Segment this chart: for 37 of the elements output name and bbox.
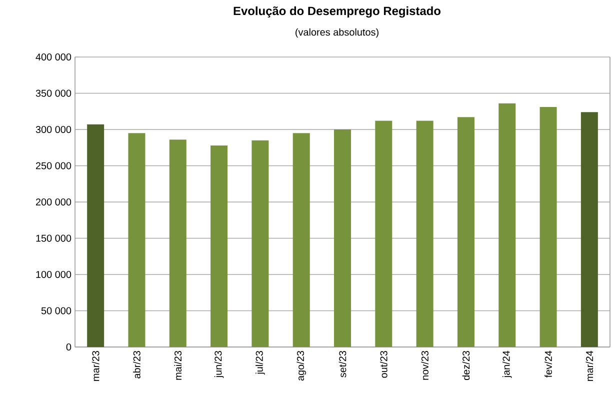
y-tick-label: 400 000 (36, 53, 72, 61)
bar (292, 133, 310, 347)
x-tick-label: mar/24 (586, 350, 594, 381)
y-tick-label: 300 000 (36, 126, 72, 134)
x-tick-label: mai/23 (174, 350, 182, 380)
chart-title: Evolução do Desemprego Registado (234, 6, 440, 18)
y-tick-label: 250 000 (36, 162, 72, 170)
y-tick-label: 150 000 (36, 234, 72, 242)
x-tick-label: jan/24 (502, 350, 512, 378)
bar (252, 140, 269, 347)
x-tick-label: ago/23 (296, 350, 306, 381)
x-tick-label: mar/23 (92, 350, 100, 381)
bar (169, 140, 186, 347)
x-tick-label: abr/23 (133, 350, 140, 378)
bar (334, 130, 352, 347)
bar (580, 112, 598, 347)
bar (416, 120, 434, 347)
y-tick-label: 100 000 (36, 270, 72, 278)
y-tick-label: 50 000 (41, 307, 72, 314)
y-tick-label: 200 000 (36, 198, 72, 206)
x-tick-label: nov/23 (421, 350, 428, 380)
chart-subtitle: (valores absolutos) (296, 28, 378, 38)
x-tick-label: jul/23 (256, 350, 265, 375)
x-tick-label: set/23 (338, 350, 346, 378)
x-tick-label: out/23 (380, 350, 388, 378)
x-tick-label: jun/23 (214, 350, 224, 378)
x-tick-label: dez/23 (462, 350, 470, 380)
y-tick-label: 0 (66, 343, 72, 351)
bar (498, 103, 516, 347)
bar (375, 120, 392, 347)
bar (128, 133, 146, 347)
bar (540, 107, 557, 347)
y-tick-label: 350 000 (36, 90, 72, 97)
bar (457, 117, 474, 347)
bar (210, 145, 228, 347)
x-tick-label: fev/24 (544, 350, 552, 378)
bar (87, 124, 104, 347)
